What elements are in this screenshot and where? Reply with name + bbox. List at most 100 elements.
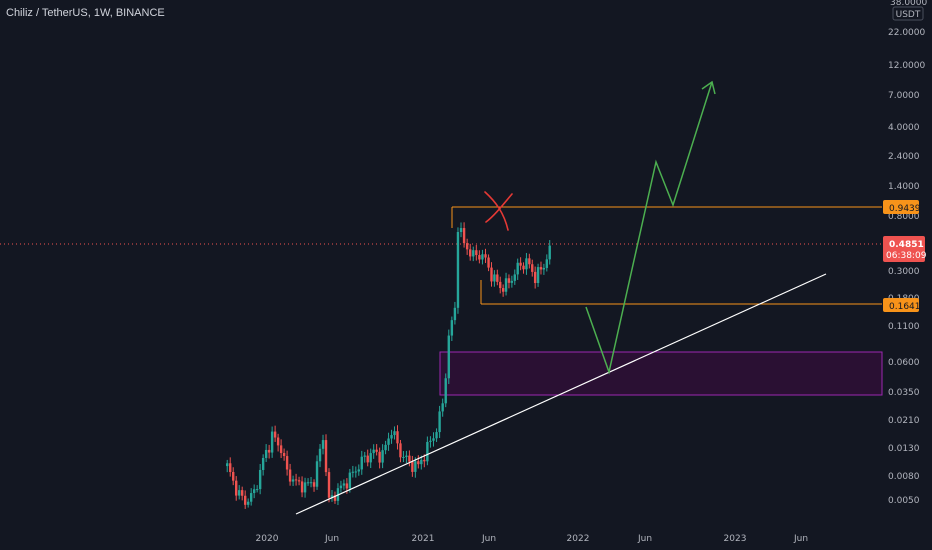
- candle-body: [423, 459, 426, 462]
- candle-body: [453, 307, 457, 321]
- candle-body: [426, 441, 429, 462]
- candle-body: [465, 243, 469, 250]
- time-axis[interactable]: 2020 Jun 2021 Jun 2022 Jun 2023 Jun: [256, 534, 808, 544]
- candle-body: [342, 483, 346, 486]
- time-tick-label: 2020: [256, 534, 279, 544]
- price-tick-label: 0.1100: [888, 322, 920, 332]
- candle-body: [282, 453, 286, 457]
- candle-body: [405, 455, 408, 457]
- candle-body: [542, 267, 546, 270]
- candle-body: [487, 257, 490, 268]
- candle-body: [252, 489, 256, 494]
- candle-body: [267, 449, 271, 453]
- candle-body: [447, 335, 450, 379]
- price-tick-label: 1.4000: [888, 182, 920, 192]
- candle-body: [525, 258, 528, 270]
- candle-body: [309, 482, 313, 484]
- candle-body: [324, 440, 328, 473]
- candle-body: [246, 501, 250, 505]
- currency-box: [892, 6, 924, 21]
- price-tick-label: 0.0130: [888, 444, 920, 454]
- time-tick-label: 2023: [724, 534, 747, 544]
- current-price-value: 0.4851: [889, 240, 924, 250]
- drawings-layer: [295, 80, 827, 515]
- candle-body: [372, 449, 375, 454]
- time-tick-label: Jun: [481, 534, 496, 544]
- candle-body: [381, 450, 384, 463]
- candle-body: [528, 258, 531, 265]
- candle-body: [240, 490, 244, 496]
- candle-body: [496, 274, 499, 282]
- candle-body: [393, 431, 396, 436]
- candle-body: [226, 463, 229, 467]
- price-tick-label: 0.3000: [888, 267, 920, 277]
- candle-body: [484, 254, 487, 258]
- price-tick-label: 0.0600: [888, 358, 920, 368]
- price-tick-label: 0.8000: [888, 212, 920, 222]
- price-tick-label: 2.4000: [888, 152, 920, 162]
- resistance-badge: 0.9439: [883, 200, 921, 214]
- candle-body: [264, 449, 268, 458]
- candle-body: [297, 480, 301, 482]
- candle-body: [402, 456, 405, 458]
- candle-body: [258, 469, 262, 490]
- support-badge: 0.1641: [883, 298, 921, 312]
- candle-body: [273, 431, 277, 438]
- candle-body: [321, 440, 325, 449]
- candle-body: [375, 449, 378, 452]
- candle-body: [232, 471, 235, 481]
- support-value: 0.1641: [889, 302, 921, 312]
- candle-body: [306, 482, 310, 484]
- zone-layer: [0, 206, 883, 396]
- price-tick-label: 4.0000: [888, 123, 920, 133]
- candle-body: [363, 455, 366, 457]
- candle-body: [420, 459, 423, 465]
- candle-body: [366, 455, 369, 463]
- time-tick-label: 2021: [412, 534, 435, 544]
- candle-body: [499, 281, 502, 289]
- candle-body: [300, 481, 304, 493]
- candle-body: [291, 479, 295, 482]
- candle-body: [399, 443, 402, 458]
- candle-body: [510, 280, 514, 283]
- candle-body: [462, 228, 466, 244]
- candle-body: [459, 228, 463, 233]
- candle-body: [387, 438, 390, 445]
- price-tick-label: 22.0000: [888, 28, 925, 38]
- candle-body: [417, 461, 420, 465]
- candle-body: [411, 461, 414, 472]
- candle-body: [279, 445, 283, 454]
- candle-body: [444, 378, 447, 404]
- candle-body: [408, 455, 411, 462]
- price-tick-label: 0.0050: [888, 496, 920, 506]
- candle-body: [456, 232, 460, 308]
- candle-body: [351, 471, 355, 473]
- price-axis[interactable]: 38.0000 USDT 22.0000 12.0000 7.0000 4.0000 2…: [888, 0, 927, 506]
- candle-body: [469, 249, 472, 257]
- projection-path[interactable]: [585, 81, 713, 375]
- price-tick-label: 0.0210: [888, 416, 920, 426]
- price-tick-label: 0.0080: [888, 472, 920, 482]
- candle-body: [294, 479, 298, 481]
- price-tick-label: 0.0350: [888, 388, 920, 398]
- time-tick-label: Jun: [324, 534, 339, 544]
- candle-body: [481, 254, 484, 260]
- candle-body: [501, 288, 505, 292]
- trendline[interactable]: [295, 273, 827, 515]
- candle-body: [531, 264, 534, 272]
- candle-body: [255, 489, 259, 491]
- rejection-cross-mark[interactable]: [484, 191, 513, 231]
- candle-body: [429, 440, 432, 442]
- candle-body: [533, 271, 537, 284]
- candle-body: [357, 469, 360, 472]
- demand-zone[interactable]: [439, 351, 883, 396]
- candle-body: [475, 250, 478, 256]
- candle-body: [288, 469, 292, 482]
- candle-body: [303, 482, 307, 493]
- candle-body: [513, 274, 516, 281]
- candle-body: [539, 267, 543, 270]
- candle-countdown: 06:38:09: [886, 251, 927, 261]
- price-tick-label: 12.0000: [888, 61, 925, 71]
- current-price-badge: 0.4851 06:38:09: [883, 236, 927, 262]
